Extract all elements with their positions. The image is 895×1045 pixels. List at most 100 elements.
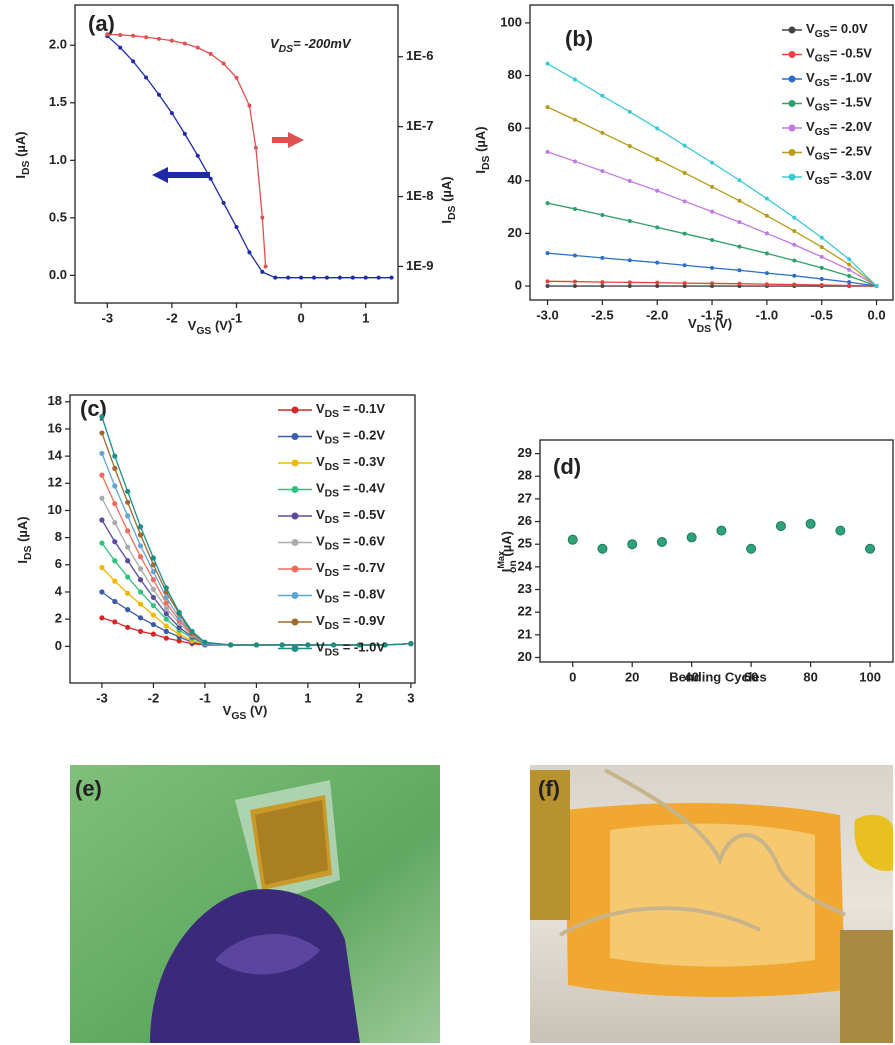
point <box>99 414 104 419</box>
point <box>573 207 577 211</box>
point <box>710 161 714 165</box>
panel-label: (e) <box>75 776 102 801</box>
y2-axis-label: IDS (µA) <box>439 176 457 223</box>
point <box>655 261 659 265</box>
legend-label: VDS = -0.9V <box>316 613 385 631</box>
point <box>105 32 109 36</box>
legend-label: VDS = -0.6V <box>316 534 385 552</box>
point <box>125 591 130 596</box>
x-tick-label: -1 <box>199 690 211 705</box>
x-tick-label: -2 <box>148 690 160 705</box>
point <box>325 276 329 280</box>
legend-label: VDS = -0.1V <box>316 401 385 419</box>
point <box>144 35 148 39</box>
y-tick-label: 26 <box>518 513 532 528</box>
point <box>600 280 604 284</box>
scatter-point <box>776 522 785 531</box>
point <box>820 266 824 270</box>
point <box>164 585 169 590</box>
point <box>151 595 156 600</box>
point <box>299 276 303 280</box>
point <box>628 258 632 262</box>
point <box>144 75 148 79</box>
y-tick-label: 24 <box>518 558 533 573</box>
point <box>138 589 143 594</box>
point <box>183 41 187 45</box>
y-tick-label: 29 <box>518 445 532 460</box>
point <box>312 276 316 280</box>
point <box>157 37 161 41</box>
legend-label: VGS= -3.0V <box>806 168 872 186</box>
point <box>118 46 122 50</box>
y-axis-label: IDS (µA) <box>473 126 491 173</box>
point <box>164 606 169 611</box>
x-tick-label: 3 <box>407 690 414 705</box>
point <box>151 603 156 608</box>
legend-label: VDS = -1.0V <box>316 640 385 658</box>
y-tick-label: 14 <box>48 448 63 463</box>
point <box>112 454 117 459</box>
y-tick-label: 40 <box>508 172 522 187</box>
point <box>170 111 174 115</box>
point <box>683 199 687 203</box>
legend-label: VGS= 0.0V <box>806 21 868 39</box>
point <box>99 589 104 594</box>
point <box>112 483 117 488</box>
point <box>164 617 169 622</box>
y-tick-label: 2 <box>55 611 62 626</box>
point <box>600 213 604 217</box>
legend-marker <box>789 100 796 107</box>
panel-label: (a) <box>88 11 115 36</box>
point <box>99 565 104 570</box>
y2-tick-label: 1E-7 <box>406 118 433 133</box>
legend-label: VDS = -0.8V <box>316 587 385 605</box>
point <box>737 245 741 249</box>
scatter-point <box>628 540 637 549</box>
plot-frame <box>540 440 893 662</box>
panel-label: (f) <box>538 776 560 801</box>
point <box>99 615 104 620</box>
series-line <box>107 36 391 278</box>
legend-label: VDS = -0.7V <box>316 560 385 578</box>
x-tick-label: 100 <box>859 669 881 684</box>
point <box>183 132 187 136</box>
x-tick-label: 1 <box>304 690 311 705</box>
legend-marker <box>292 592 299 599</box>
point <box>600 169 604 173</box>
point <box>765 214 769 218</box>
x-tick-label: -2 <box>166 310 178 325</box>
point <box>151 577 156 582</box>
point <box>189 629 194 634</box>
point <box>125 625 130 630</box>
y-tick-label: 0 <box>515 277 522 292</box>
point <box>125 513 130 518</box>
y-tick-label: 12 <box>48 475 62 490</box>
x-tick-label: -2.5 <box>591 307 613 322</box>
y-tick-label: 0.0 <box>49 267 67 282</box>
photo-f <box>530 765 893 1043</box>
point <box>196 46 200 50</box>
point <box>546 251 550 255</box>
scatter-point <box>806 519 815 528</box>
x-tick-label: -3 <box>102 310 114 325</box>
point <box>151 612 156 617</box>
legend-marker <box>292 407 299 414</box>
point <box>875 284 879 288</box>
x-tick-label: -3.0 <box>536 307 558 322</box>
y-tick-label: 22 <box>518 604 532 619</box>
y-tick-label: 60 <box>508 120 522 135</box>
y-tick-label: 20 <box>508 225 522 240</box>
point <box>112 501 117 506</box>
point <box>847 262 851 266</box>
point <box>164 623 169 628</box>
point <box>600 131 604 135</box>
point <box>247 104 251 108</box>
point <box>683 263 687 267</box>
legend-label: VGS= -1.5V <box>806 95 872 113</box>
point <box>847 257 851 261</box>
y-tick-label: 18 <box>48 393 62 408</box>
x-tick-label: -1.0 <box>756 307 778 322</box>
point <box>573 118 577 122</box>
point <box>99 540 104 545</box>
point <box>338 276 342 280</box>
